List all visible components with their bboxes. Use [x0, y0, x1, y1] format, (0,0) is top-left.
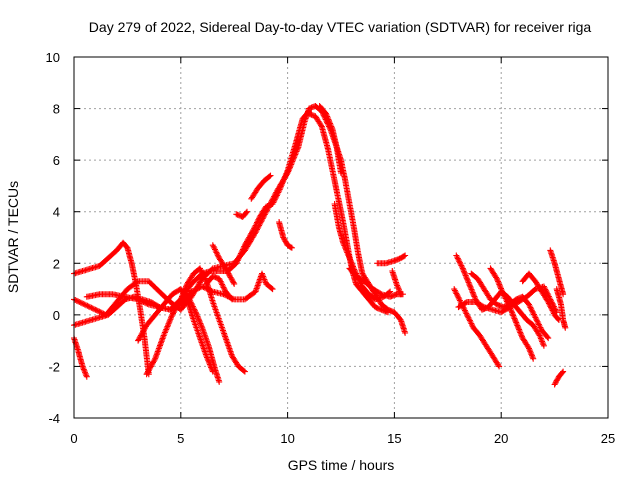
plus-markers	[143, 265, 248, 378]
data-marks	[71, 103, 569, 388]
series-arc-24	[487, 265, 537, 362]
y-axis-label: SDTVAR / TECUs	[5, 181, 21, 293]
x-tick-labels: 0 5 10 15 20 25	[70, 431, 615, 446]
plus-markers	[389, 268, 404, 298]
series-arc-20	[451, 286, 503, 370]
plus-markers	[374, 252, 409, 267]
plus-markers	[553, 286, 569, 331]
plus-markers	[209, 242, 238, 287]
series-arc-25	[519, 270, 562, 323]
series-arc-27	[553, 286, 569, 331]
chart-title: Day 279 of 2022, Sidereal Day-to-day VTE…	[89, 19, 592, 35]
plus-markers	[331, 201, 394, 303]
series-arc-26	[547, 247, 567, 298]
plus-markers	[487, 265, 537, 362]
plus-markers	[316, 103, 409, 336]
plus-markers	[519, 270, 562, 323]
plot-frame	[73, 56, 609, 419]
y-tick-label: 0	[53, 308, 60, 323]
x-tick-label: 0	[70, 431, 77, 446]
plus-markers	[233, 208, 250, 220]
series-arc-19	[389, 268, 404, 298]
plus-markers	[186, 296, 223, 385]
plus-markers	[203, 273, 236, 303]
series-arc-12	[248, 172, 274, 202]
plus-markers	[547, 247, 567, 298]
y-tick-labels: -4 -2 0 2 4 6 8 10	[46, 50, 60, 426]
y-tick-label: 6	[53, 153, 60, 168]
x-tick-label: 10	[280, 431, 294, 446]
series-arc-07	[143, 265, 248, 378]
y-tick-label: 8	[53, 102, 60, 117]
series-arc-10	[209, 242, 238, 287]
x-tick-label: 20	[494, 431, 508, 446]
plus-markers	[248, 172, 274, 202]
x-tick-label: 15	[387, 431, 401, 446]
series-arc-16	[331, 201, 394, 303]
series-arc-13	[276, 219, 295, 251]
plus-markers	[451, 286, 503, 370]
series-arc-08	[186, 296, 223, 385]
y-tick-label: 10	[46, 50, 60, 65]
series-arc-28	[551, 368, 567, 388]
y-tick-label: 2	[53, 256, 60, 271]
series-arc-18	[374, 252, 409, 267]
y-tick-label: 4	[53, 205, 60, 220]
plus-markers	[346, 265, 406, 300]
series-arc-14	[316, 103, 409, 336]
plus-markers	[551, 368, 567, 388]
series-arc-09	[203, 273, 236, 303]
x-axis-label: GPS time / hours	[288, 457, 395, 473]
y-tick-label: -4	[48, 411, 60, 426]
x-tick-label: 5	[177, 431, 184, 446]
x-tick-label: 25	[601, 431, 615, 446]
axis-ticks	[73, 56, 609, 419]
series-arc-11	[233, 208, 250, 220]
plus-markers	[276, 219, 295, 251]
series-arc-17	[346, 265, 406, 300]
y-tick-label: -2	[48, 359, 60, 374]
